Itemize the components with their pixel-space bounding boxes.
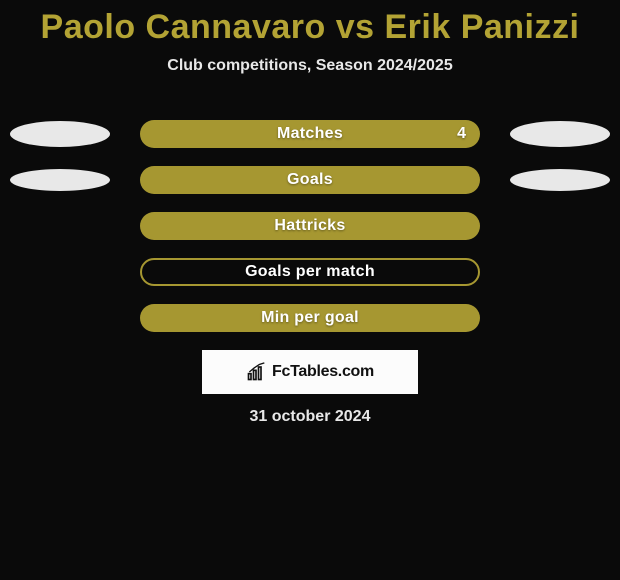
stat-bar-label: Hattricks bbox=[274, 217, 345, 235]
stat-row: Goals bbox=[0, 165, 620, 194]
stat-rows: Matches 4 Goals Hattricks Goals per match Min… bbox=[0, 119, 620, 332]
right-value-ellipse bbox=[510, 121, 610, 147]
stat-bar-label: Matches bbox=[277, 125, 343, 143]
stat-bar: Goals bbox=[140, 166, 480, 194]
stat-row: Matches 4 bbox=[0, 119, 620, 148]
stat-bar: Min per goal bbox=[140, 304, 480, 332]
left-value-ellipse bbox=[10, 169, 110, 191]
stat-bar-label: Goals per match bbox=[245, 263, 375, 281]
stat-bar-label: Goals bbox=[287, 171, 333, 189]
stat-bar: Matches 4 bbox=[140, 120, 480, 148]
left-value-ellipse bbox=[10, 121, 110, 147]
stat-bar: Goals per match bbox=[140, 258, 480, 286]
comparison-card: Paolo Cannavaro vs Erik Panizzi Club com… bbox=[0, 0, 620, 580]
subtitle: Club competitions, Season 2024/2025 bbox=[0, 57, 620, 75]
stat-row: Min per goal bbox=[0, 303, 620, 332]
source-logo-text: FcTables.com bbox=[272, 363, 374, 381]
stat-row: Goals per match bbox=[0, 257, 620, 286]
stat-bar-label: Min per goal bbox=[261, 309, 359, 327]
stat-bar-value-right: 4 bbox=[457, 125, 466, 143]
fctables-icon bbox=[246, 362, 266, 382]
date-text: 31 october 2024 bbox=[0, 408, 620, 426]
right-value-ellipse bbox=[510, 169, 610, 191]
stat-bar: Hattricks bbox=[140, 212, 480, 240]
page-title: Paolo Cannavaro vs Erik Panizzi bbox=[0, 8, 620, 47]
source-logo-box: FcTables.com bbox=[202, 350, 418, 394]
stat-row: Hattricks bbox=[0, 211, 620, 240]
